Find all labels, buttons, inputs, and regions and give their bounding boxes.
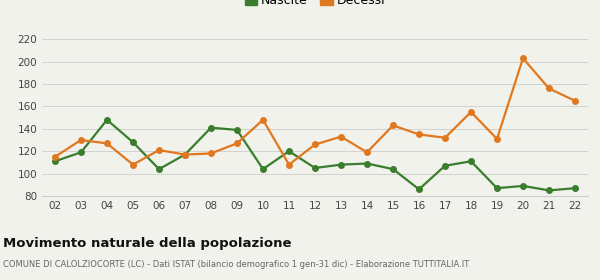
Decessi — [415, 133, 422, 136]
Nascite — [467, 160, 475, 163]
Nascite — [493, 186, 500, 190]
Decessi — [77, 138, 85, 142]
Decessi — [442, 136, 449, 139]
Nascite — [337, 163, 344, 166]
Decessi — [103, 142, 110, 145]
Nascite — [286, 150, 293, 153]
Decessi — [208, 152, 215, 155]
Nascite — [77, 151, 85, 154]
Decessi — [259, 118, 266, 122]
Nascite — [181, 153, 188, 156]
Legend: Nascite, Decessi: Nascite, Decessi — [245, 0, 385, 7]
Nascite — [233, 128, 241, 132]
Nascite — [442, 164, 449, 167]
Decessi — [364, 151, 371, 154]
Nascite — [364, 162, 371, 165]
Text: Movimento naturale della popolazione: Movimento naturale della popolazione — [3, 237, 292, 249]
Text: COMUNE DI CALOLZIOCORTE (LC) - Dati ISTAT (bilancio demografico 1 gen-31 dic) - : COMUNE DI CALOLZIOCORTE (LC) - Dati ISTA… — [3, 260, 469, 269]
Nascite — [259, 167, 266, 171]
Nascite — [155, 167, 163, 171]
Nascite — [571, 186, 578, 190]
Decessi — [155, 148, 163, 152]
Nascite — [545, 189, 553, 192]
Decessi — [233, 142, 241, 145]
Nascite — [130, 141, 137, 144]
Nascite — [389, 167, 397, 171]
Decessi — [181, 153, 188, 156]
Decessi — [337, 135, 344, 138]
Decessi — [545, 87, 553, 90]
Decessi — [130, 163, 137, 166]
Nascite — [415, 188, 422, 191]
Line: Decessi: Decessi — [52, 55, 578, 167]
Decessi — [286, 163, 293, 166]
Nascite — [103, 118, 110, 122]
Nascite — [520, 184, 527, 188]
Decessi — [389, 124, 397, 127]
Decessi — [52, 155, 59, 158]
Decessi — [520, 57, 527, 60]
Decessi — [571, 99, 578, 102]
Decessi — [467, 110, 475, 114]
Nascite — [208, 126, 215, 129]
Nascite — [52, 160, 59, 163]
Nascite — [311, 166, 319, 170]
Decessi — [311, 143, 319, 146]
Decessi — [493, 137, 500, 141]
Line: Nascite: Nascite — [52, 117, 578, 193]
